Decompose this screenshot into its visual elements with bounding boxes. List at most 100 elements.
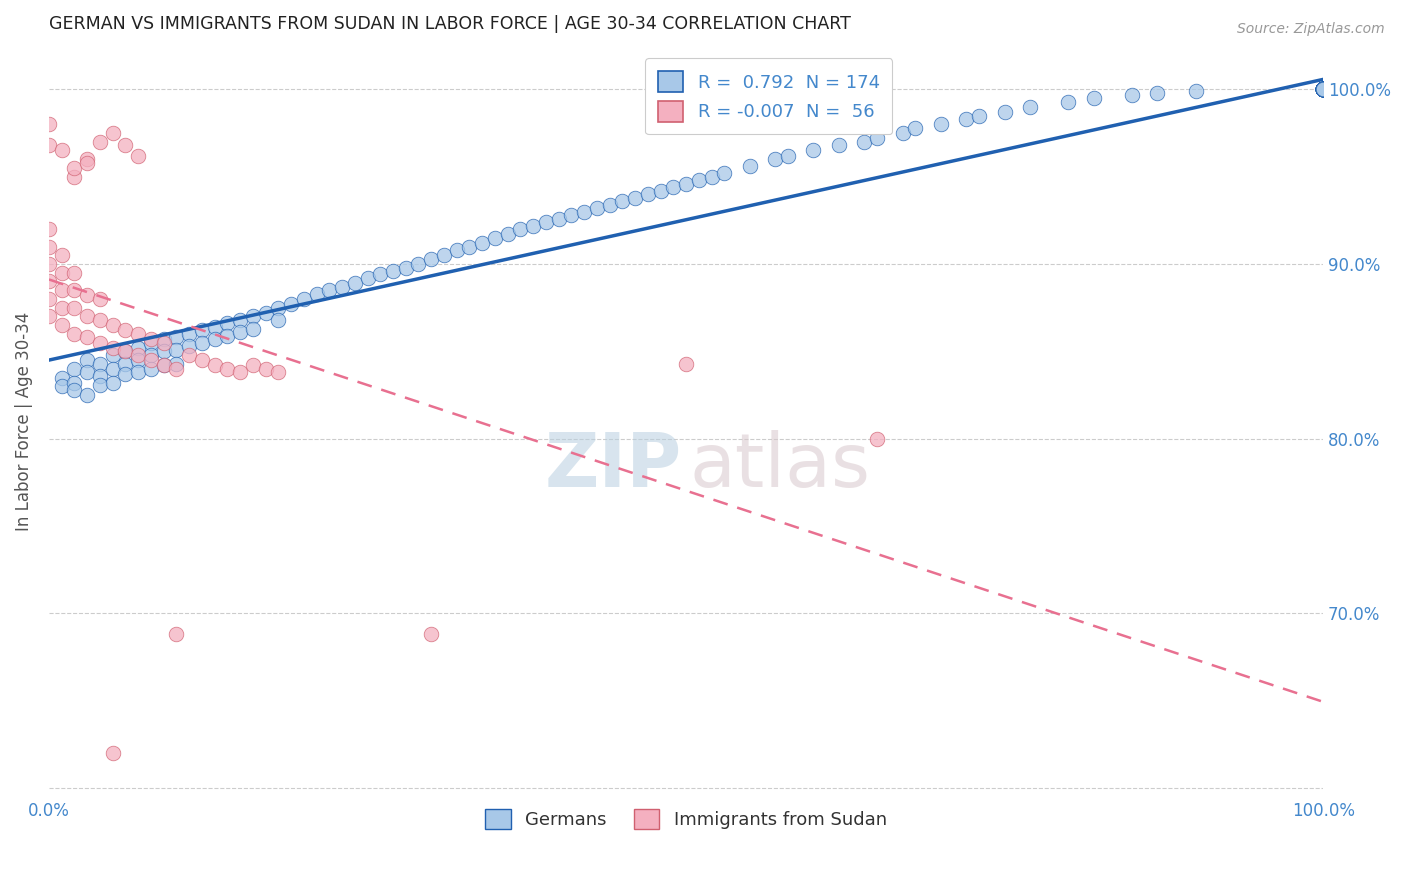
Point [356,271,378,285]
Point [1312,82,1334,96]
Point [101,318,124,333]
Point [63,266,86,280]
Point [165,357,187,371]
Text: ZIP: ZIP [546,430,682,503]
Point [1312,82,1334,96]
Point [1312,82,1334,96]
Point [866,432,889,446]
Point [101,341,124,355]
Point [1312,82,1334,96]
Point [1312,82,1334,96]
Point [675,357,697,371]
Point [63,283,86,297]
Point [191,335,214,350]
Point [38,310,60,324]
Point [688,173,710,187]
Point [101,361,124,376]
Point [1312,82,1334,96]
Point [127,365,149,379]
Point [1312,82,1334,96]
Point [89,368,111,383]
Point [1312,82,1334,96]
Point [1312,82,1334,96]
Point [675,177,697,191]
Point [1312,82,1334,96]
Point [38,138,60,153]
Point [1312,82,1334,96]
Point [1312,82,1334,96]
Point [612,194,634,208]
Point [179,326,201,341]
Point [1312,82,1334,96]
Point [1312,82,1334,96]
Point [63,169,86,184]
Point [139,348,162,362]
Point [38,257,60,271]
Point [38,117,60,131]
Point [76,155,98,169]
Point [1312,82,1334,96]
Point [1146,86,1168,100]
Point [1312,82,1334,96]
Point [1312,82,1334,96]
Point [51,144,73,158]
Point [1312,82,1334,96]
Point [76,330,98,344]
Point [242,321,264,335]
Point [586,201,609,215]
Point [1312,82,1334,96]
Point [242,310,264,324]
Point [1312,82,1334,96]
Point [1312,82,1334,96]
Point [1312,82,1334,96]
Point [51,301,73,315]
Point [1312,82,1334,96]
Point [89,292,111,306]
Point [738,159,761,173]
Point [292,292,315,306]
Point [1312,82,1334,96]
Point [217,317,239,331]
Text: Source: ZipAtlas.com: Source: ZipAtlas.com [1237,22,1385,37]
Point [1019,100,1042,114]
Point [165,627,187,641]
Point [63,301,86,315]
Point [1312,82,1334,96]
Point [662,180,685,194]
Point [1312,82,1334,96]
Point [1121,87,1143,102]
Point [1312,82,1334,96]
Point [420,252,443,266]
Point [217,361,239,376]
Point [484,231,506,245]
Point [165,361,187,376]
Point [267,301,290,315]
Point [955,112,977,126]
Point [1312,82,1334,96]
Point [471,235,494,250]
Point [101,376,124,390]
Point [267,365,290,379]
Point [395,260,418,275]
Point [1312,82,1334,96]
Point [1312,82,1334,96]
Point [114,357,136,371]
Point [76,353,98,368]
Point [1312,82,1334,96]
Point [101,126,124,140]
Point [1312,82,1334,96]
Point [713,166,735,180]
Point [165,343,187,357]
Point [853,135,876,149]
Point [38,292,60,306]
Point [51,283,73,297]
Point [1312,82,1334,96]
Point [63,383,86,397]
Point [114,344,136,359]
Point [191,353,214,368]
Point [1312,82,1334,96]
Point [89,377,111,392]
Point [1184,84,1206,98]
Point [599,197,621,211]
Point [127,353,149,368]
